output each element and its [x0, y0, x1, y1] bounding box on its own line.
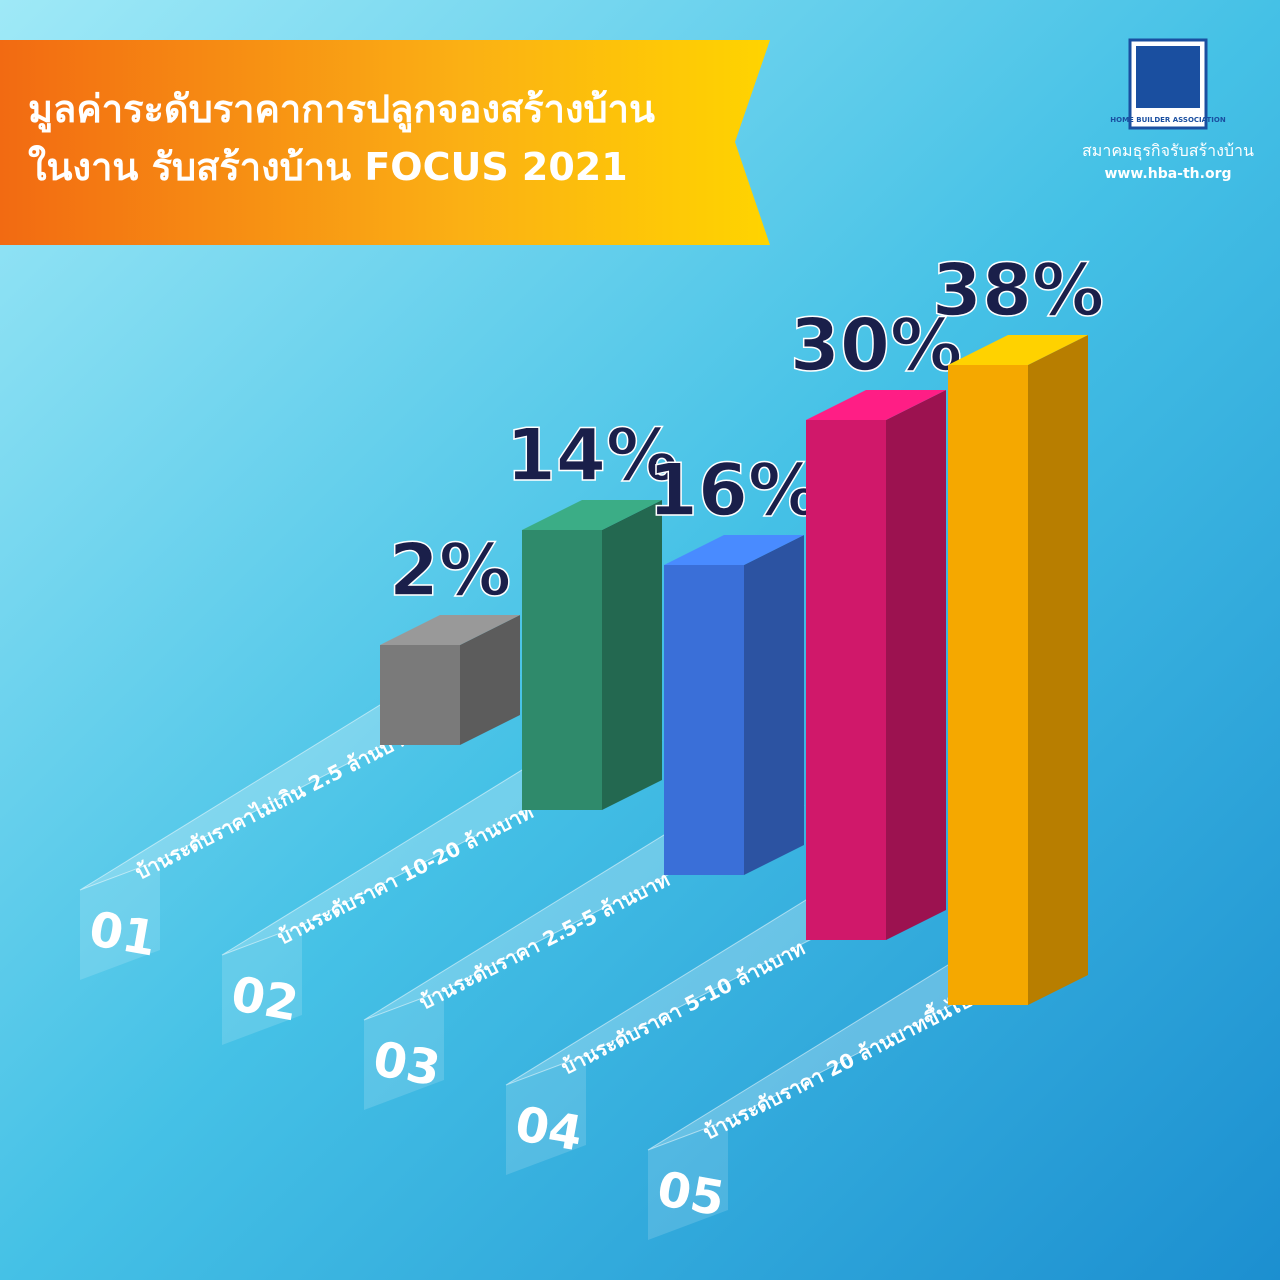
title-line: มูลค่าระดับราคาการปลูกจองสร้างบ้าน — [28, 87, 655, 133]
base-strip-front — [364, 990, 444, 1110]
value-label: 38% — [932, 248, 1104, 332]
bar-side — [460, 615, 520, 745]
bar-top — [664, 535, 804, 565]
value-label: 2% — [389, 528, 511, 612]
bar-side — [1028, 335, 1088, 1005]
index-label: 05 — [653, 1161, 729, 1228]
index-label: 01 — [85, 901, 161, 968]
bar-top — [948, 335, 1088, 365]
bar-side — [602, 500, 662, 810]
bar-side — [744, 535, 804, 875]
value-label: 16% — [648, 448, 820, 532]
title-banner — [0, 40, 770, 245]
index-label: 02 — [227, 966, 303, 1033]
index-label: 04 — [511, 1096, 587, 1163]
base-strip-front — [648, 1120, 728, 1240]
title-line: ในงาน รับสร้างบ้าน FOCUS 2021 — [28, 145, 628, 189]
bar — [380, 645, 460, 745]
value-label: 30% — [790, 303, 962, 387]
base-strip-front — [80, 860, 160, 980]
logo-org: สมาคมธุรกิจรับสร้างบ้าน — [1082, 141, 1254, 161]
bar — [522, 530, 602, 810]
bar-top — [522, 500, 662, 530]
logo-house — [1136, 46, 1200, 108]
bar-side — [886, 390, 946, 940]
index-label: 03 — [369, 1031, 445, 1098]
bar — [948, 365, 1028, 1005]
bar — [806, 420, 886, 940]
bar — [664, 565, 744, 875]
bar-top — [806, 390, 946, 420]
value-label: 14% — [506, 413, 678, 497]
logo-mark-text: HOME BUILDER ASSOCIATION — [1110, 116, 1226, 124]
bar-top — [380, 615, 520, 645]
base-strip-front — [506, 1055, 586, 1175]
logo-url: www.hba-th.org — [1105, 166, 1232, 182]
base-strip-front — [222, 925, 302, 1045]
